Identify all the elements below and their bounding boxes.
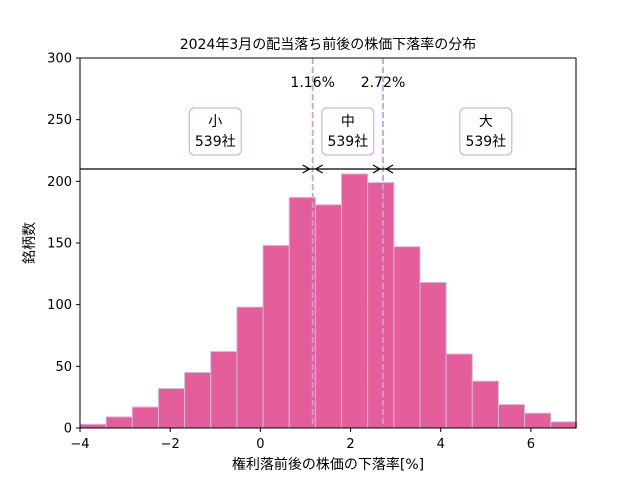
histogram-bar-4 [184,372,212,429]
arrow-head-left-group [302,164,311,174]
histogram-bar-13 [419,281,447,429]
histogram-bar-1 [105,416,133,429]
y-tick-label-1: 50 [55,360,72,375]
histogram-bar-6 [236,306,264,429]
histogram-bar-3 [157,388,186,429]
group-box-0 [188,107,242,156]
histogram-bar-15 [471,380,499,429]
histogram-bar-2 [131,406,159,429]
chart-title: 2024年3月の配当落ち前後の株価下落率の分布 [180,36,477,53]
histogram-bar-18 [550,421,578,429]
group-name-2: 大 [479,114,493,130]
arrow-head-right-group [384,164,394,174]
threshold-label-1: 2.72% [361,75,405,91]
histogram-bar-14 [445,353,473,429]
histogram-bar-9 [314,204,343,429]
y-axis-label: 銘柄数 [22,222,38,264]
histogram-bar-0 [79,423,107,429]
y-tick-label-2: 100 [47,298,72,313]
histogram-bar-10 [341,173,369,429]
y-tick-label-0: 0 [64,422,72,437]
group-count-2: 539社 [465,134,506,150]
x-tick-label-0: −4 [70,437,89,452]
histogram-bar-17 [524,412,552,429]
x-axis-label: 権利落前後の株価の下落率[%] [232,456,424,473]
group-count-0: 539社 [195,134,236,150]
y-tick-label-3: 150 [47,237,72,252]
histogram-bar-7 [262,244,290,429]
x-tick-label-4: 4 [437,437,445,452]
group-box-1 [321,107,375,156]
arrow-head-mid-left [314,164,323,174]
histogram-bar-5 [210,351,238,429]
y-tick-label-5: 250 [47,113,72,128]
histogram-bar-8 [288,196,316,429]
group-box-2 [459,107,513,156]
group-name-1: 中 [341,114,355,130]
y-tick-label-6: 300 [47,52,72,67]
histogram-bar-16 [497,404,526,429]
x-tick-label-5: 6 [527,437,535,452]
histogram-bar-11 [367,182,395,429]
threshold-label-0: 1.16% [290,75,334,91]
arrow-head-mid-right [372,164,382,174]
group-count-1: 539社 [327,134,368,150]
x-tick-label-1: −2 [161,437,180,452]
x-tick-label-3: 2 [346,437,354,452]
x-tick-label-2: 0 [256,437,264,452]
group-name-0: 小 [208,114,222,130]
y-tick-label-4: 200 [47,175,72,190]
histogram-bar-12 [393,246,421,429]
